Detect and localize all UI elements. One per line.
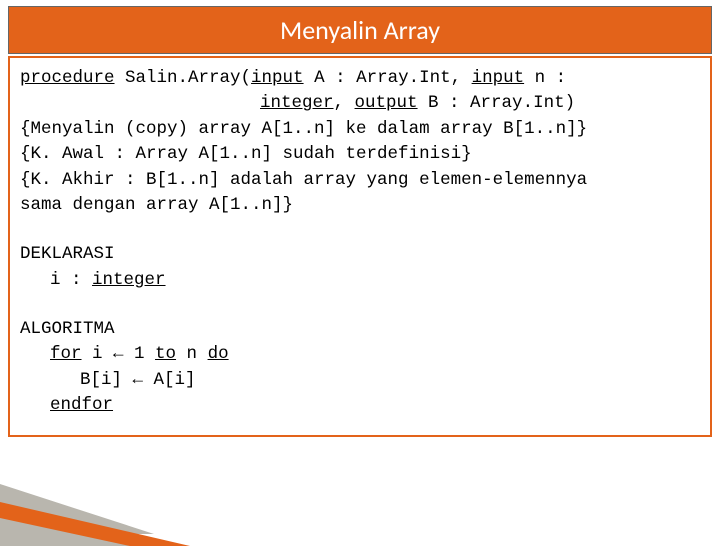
for-mid: i ← 1 [82,344,156,364]
kw-input: input [472,68,525,88]
kw-input: input [251,68,304,88]
for-line: for i ← 1 to n do [20,342,700,367]
proc-name: Salin.Array( [115,68,252,88]
decl-i-pre: i : [50,270,92,290]
comment-line: {Menyalin (copy) array A[1..n] ke dalam … [20,117,700,142]
proc-signature-line1: procedure Salin.Array(input A : Array.In… [20,66,700,91]
kw-endfor: endfor [50,395,113,415]
kw-procedure: procedure [20,68,115,88]
for-body: B[i] ← A[i] [20,368,700,393]
endfor-line: endfor [20,393,700,418]
decl-i: i : integer [20,268,700,293]
slide-header: Menyalin Array [8,6,712,54]
kw-integer: integer [92,270,166,290]
kw-output: output [355,93,418,113]
param-b: B : Array.Int) [418,93,576,113]
kw-integer: integer [260,93,334,113]
corner-decoration [0,476,190,546]
kw-do: do [208,344,229,364]
blank-line [20,218,700,242]
param-n: n : [524,68,566,88]
kw-for: for [50,344,82,364]
code-panel: procedure Salin.Array(input A : Array.In… [8,56,712,437]
comma: , [334,93,355,113]
blank-line [20,293,700,317]
param-a: A : Array.Int, [304,68,472,88]
for-tail: n [176,344,208,364]
comment-line: {K. Akhir : B[1..n] adalah array yang el… [20,168,700,193]
proc-signature-line2: integer, output B : Array.Int) [20,91,700,116]
comment-line: sama dengan array A[1..n]} [20,193,700,218]
section-deklarasi: DEKLARASI [20,242,700,267]
kw-to: to [155,344,176,364]
slide-title: Menyalin Array [280,14,440,46]
comment-line: {K. Awal : Array A[1..n] sudah terdefini… [20,142,700,167]
section-algoritma: ALGORITMA [20,317,700,342]
